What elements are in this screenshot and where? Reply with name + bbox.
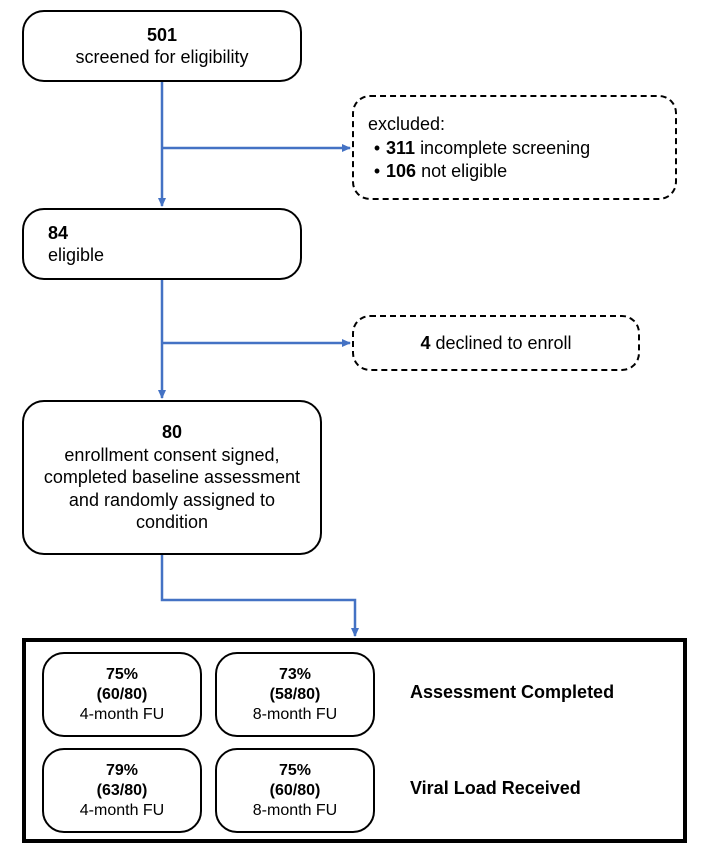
excluded-heading: excluded: — [368, 113, 445, 136]
cell-a8-fu: 8-month FU — [253, 705, 337, 725]
cell-v4-frac: (63/80) — [97, 781, 148, 801]
cell-a4-fu: 4-month FU — [80, 705, 164, 725]
cell-viral-8m: 75% (60/80) 8-month FU — [215, 748, 375, 833]
cell-a8-pct: 73% — [279, 665, 311, 685]
cell-assessment-8m: 73% (58/80) 8-month FU — [215, 652, 375, 737]
flowchart-canvas: 501 screened for eligibility excluded: •… — [0, 0, 708, 855]
label-assessment: Assessment Completed — [410, 682, 614, 703]
cell-v8-fu: 8-month FU — [253, 801, 337, 821]
cell-viral-4m: 79% (63/80) 4-month FU — [42, 748, 202, 833]
cell-v8-frac: (60/80) — [270, 781, 321, 801]
declined-text: declined to enroll — [435, 332, 571, 355]
cell-assessment-4m: 75% (60/80) 4-month FU — [42, 652, 202, 737]
screened-number: 501 — [147, 25, 177, 45]
node-eligible: 84 eligible — [22, 208, 302, 280]
excluded-b1-text: incomplete screening — [420, 138, 590, 158]
cell-a8-frac: (58/80) — [270, 685, 321, 705]
node-enrolled: 80 enrollment consent signed, completed … — [22, 400, 322, 555]
declined-number: 4 — [420, 332, 430, 355]
cell-a4-frac: (60/80) — [97, 685, 148, 705]
cell-v8-pct: 75% — [279, 761, 311, 781]
excluded-b2-num: 106 — [386, 161, 416, 181]
screened-text: screened for eligibility — [75, 46, 248, 69]
enrolled-number: 80 — [162, 422, 182, 442]
enrolled-text: enrollment consent signed, completed bas… — [42, 444, 302, 534]
eligible-text: eligible — [48, 244, 104, 267]
cell-v4-fu: 4-month FU — [80, 801, 164, 821]
node-screened: 501 screened for eligibility — [22, 10, 302, 82]
cell-v4-pct: 79% — [106, 761, 138, 781]
cell-a4-pct: 75% — [106, 665, 138, 685]
excluded-b1-num: 311 — [386, 138, 415, 158]
excluded-b2-text: not eligible — [421, 161, 507, 181]
node-excluded: excluded: • 311 incomplete screening • 1… — [352, 95, 677, 200]
label-viral: Viral Load Received — [410, 778, 581, 799]
eligible-number: 84 — [48, 223, 68, 243]
node-declined: 4 declined to enroll — [352, 315, 640, 371]
